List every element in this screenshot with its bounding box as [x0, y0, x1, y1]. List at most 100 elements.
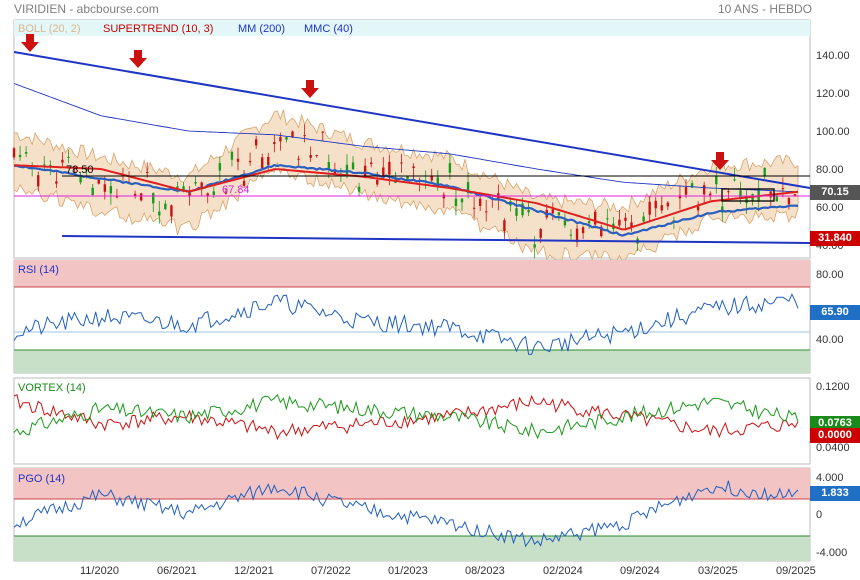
candle-body — [472, 207, 476, 209]
candle-body — [91, 187, 94, 196]
candle-body — [618, 219, 621, 226]
chart-period: 10 ANS - HEBDO — [717, 2, 812, 16]
x-tick: 09/2024 — [620, 565, 660, 577]
candle-body — [503, 220, 506, 232]
candle-body — [182, 186, 185, 191]
candle-body — [170, 205, 173, 217]
vortex-plus-badge: 0.0763 — [810, 416, 860, 431]
candle-body — [164, 203, 167, 210]
bollinger-band — [13, 109, 799, 264]
mmc40-line — [13, 163, 799, 237]
candle-body — [242, 180, 246, 186]
candle-body — [557, 212, 561, 216]
rsi-tick: 80.00 — [816, 269, 844, 281]
candle-body — [606, 218, 609, 220]
pgo-tick: -4.000 — [816, 547, 847, 559]
price-badge-supertrend: 31.840 — [810, 231, 860, 246]
candle-body — [515, 208, 518, 216]
lower-trendline — [61, 235, 811, 244]
candle-body — [575, 228, 579, 243]
candle-body — [261, 157, 264, 169]
candle-body — [533, 244, 536, 248]
pgo-tick: 0 — [816, 509, 822, 521]
resistance-box — [721, 188, 775, 202]
candle-body — [539, 229, 542, 238]
level-label-67-84: 67.84 — [222, 184, 250, 196]
x-tick: 11/2020 — [80, 565, 119, 577]
pgo-tick: 4.000 — [816, 472, 844, 484]
pgo-upper-zone — [14, 468, 810, 499]
candle-body — [212, 191, 215, 195]
candle-body — [61, 159, 64, 163]
vortex-label: VORTEX (14) — [18, 382, 86, 394]
candle-body — [254, 139, 258, 146]
candle-body — [376, 180, 379, 185]
candle-body — [551, 208, 555, 214]
candle-body — [73, 171, 76, 173]
candle-body — [527, 209, 530, 213]
vortex-minus-badge: 0.0000 — [810, 428, 860, 443]
x-axis: 11/2020 06/2021 12/2021 07/2022 01/2023 … — [80, 565, 816, 577]
candle-body — [727, 191, 730, 193]
candle-body — [388, 161, 391, 175]
price-tick: 80.00 — [816, 164, 844, 176]
candle-body — [291, 131, 294, 138]
candle-body — [321, 131, 324, 133]
candle-body — [442, 194, 446, 199]
candle-body — [739, 190, 742, 199]
price-tick: 100.00 — [816, 126, 850, 138]
candle-body — [37, 175, 40, 187]
candle-body — [715, 176, 718, 185]
legend-supertrend: SUPERTREND (10, 3) — [103, 23, 213, 35]
candle-body — [224, 191, 228, 194]
candle-body — [115, 196, 119, 198]
candle-body — [351, 162, 355, 170]
candle-body — [218, 163, 222, 171]
candle-body — [406, 176, 409, 180]
candle-body — [745, 195, 748, 204]
arrow-down-icon — [21, 34, 39, 52]
rsi-tick: 40.00 — [816, 334, 844, 346]
candle-body — [145, 171, 149, 174]
rsi-line — [13, 293, 799, 355]
candle-body — [630, 222, 633, 228]
candle-body — [158, 211, 161, 216]
candle-body — [200, 182, 203, 188]
candle-body — [757, 188, 760, 202]
candle-body — [188, 190, 191, 196]
rsi-label: RSI (14) — [18, 264, 59, 276]
candle-body — [787, 198, 791, 205]
x-tick: 01/2023 — [388, 565, 428, 577]
supertrend-line — [13, 164, 799, 231]
candle-body — [327, 162, 331, 170]
candle-body — [43, 164, 46, 166]
legend-mm: MM (200) — [238, 23, 285, 35]
candle-body — [285, 137, 288, 140]
legend-bar — [14, 20, 810, 36]
candle-body — [55, 181, 58, 184]
vortex-minus-line — [13, 394, 799, 441]
candle-body — [194, 181, 197, 184]
price-badge-last: 70.15 — [810, 185, 860, 200]
candle-body — [678, 195, 682, 199]
arrow-down-icon — [711, 152, 729, 170]
candle-body — [690, 183, 694, 188]
candle-body — [309, 155, 312, 158]
candle-body — [478, 198, 482, 206]
vortex-plus-line — [13, 393, 799, 440]
arrow-down-icon — [129, 50, 147, 68]
x-tick: 09/2025 — [776, 565, 816, 577]
candle-body — [696, 206, 700, 211]
candle-body — [430, 175, 433, 181]
candle-body — [587, 221, 591, 224]
candle-body — [642, 216, 645, 222]
arrow-down-icon — [301, 80, 319, 98]
candle-body — [400, 162, 403, 164]
candle-body — [460, 198, 464, 203]
candle-body — [466, 182, 470, 193]
candle-body — [775, 196, 779, 202]
candle-body — [230, 151, 234, 160]
candle-body — [176, 186, 179, 188]
candle-body — [273, 142, 276, 145]
candle-body — [363, 165, 367, 177]
